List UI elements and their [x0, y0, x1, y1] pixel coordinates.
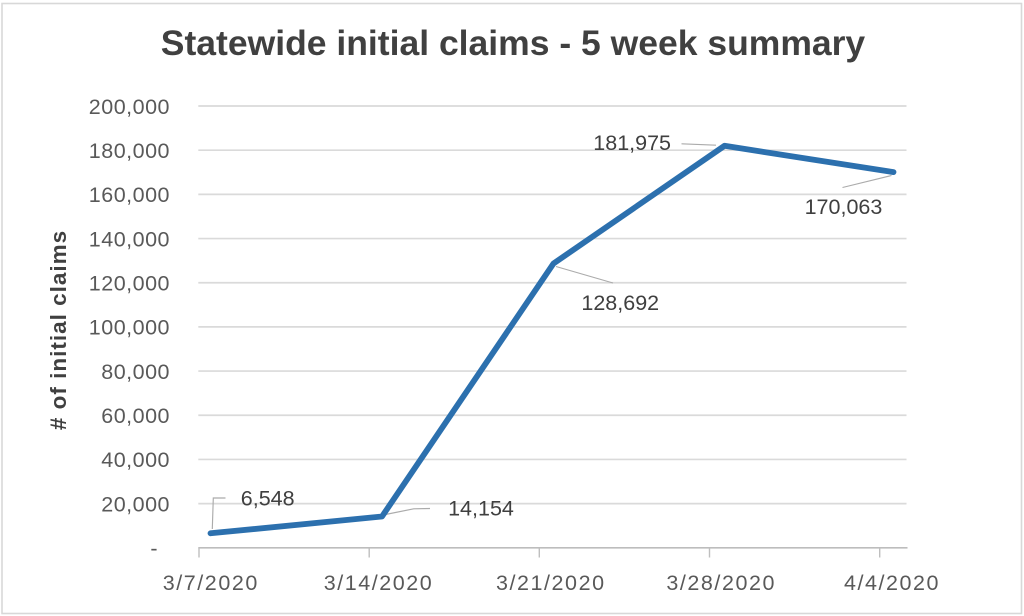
- svg-text:3/14/2020: 3/14/2020: [324, 571, 434, 595]
- svg-text:170,063: 170,063: [805, 195, 883, 219]
- svg-text:14,154: 14,154: [448, 497, 514, 521]
- svg-text:60,000: 60,000: [101, 404, 170, 428]
- svg-text:100,000: 100,000: [89, 316, 170, 340]
- svg-text:6,548: 6,548: [241, 487, 295, 511]
- svg-text:120,000: 120,000: [89, 272, 170, 296]
- svg-text:181,975: 181,975: [593, 131, 671, 155]
- svg-text:200,000: 200,000: [89, 95, 170, 119]
- svg-text:40,000: 40,000: [101, 448, 170, 472]
- svg-text:3/28/2020: 3/28/2020: [666, 571, 776, 595]
- svg-text:4/4/2020: 4/4/2020: [844, 571, 940, 595]
- svg-text:128,692: 128,692: [581, 291, 659, 315]
- svg-text:-: -: [150, 537, 158, 561]
- svg-text:160,000: 160,000: [89, 183, 170, 207]
- svg-text:180,000: 180,000: [89, 139, 170, 163]
- svg-text:20,000: 20,000: [101, 492, 170, 516]
- svg-text:Statewide initial claims - 5 w: Statewide initial claims - 5 week summar…: [161, 23, 866, 63]
- svg-text:# of initial claims: # of initial claims: [46, 230, 71, 430]
- svg-text:140,000: 140,000: [89, 227, 170, 251]
- svg-text:80,000: 80,000: [101, 360, 170, 384]
- svg-text:3/7/2020: 3/7/2020: [163, 571, 259, 595]
- svg-text:3/21/2020: 3/21/2020: [496, 571, 606, 595]
